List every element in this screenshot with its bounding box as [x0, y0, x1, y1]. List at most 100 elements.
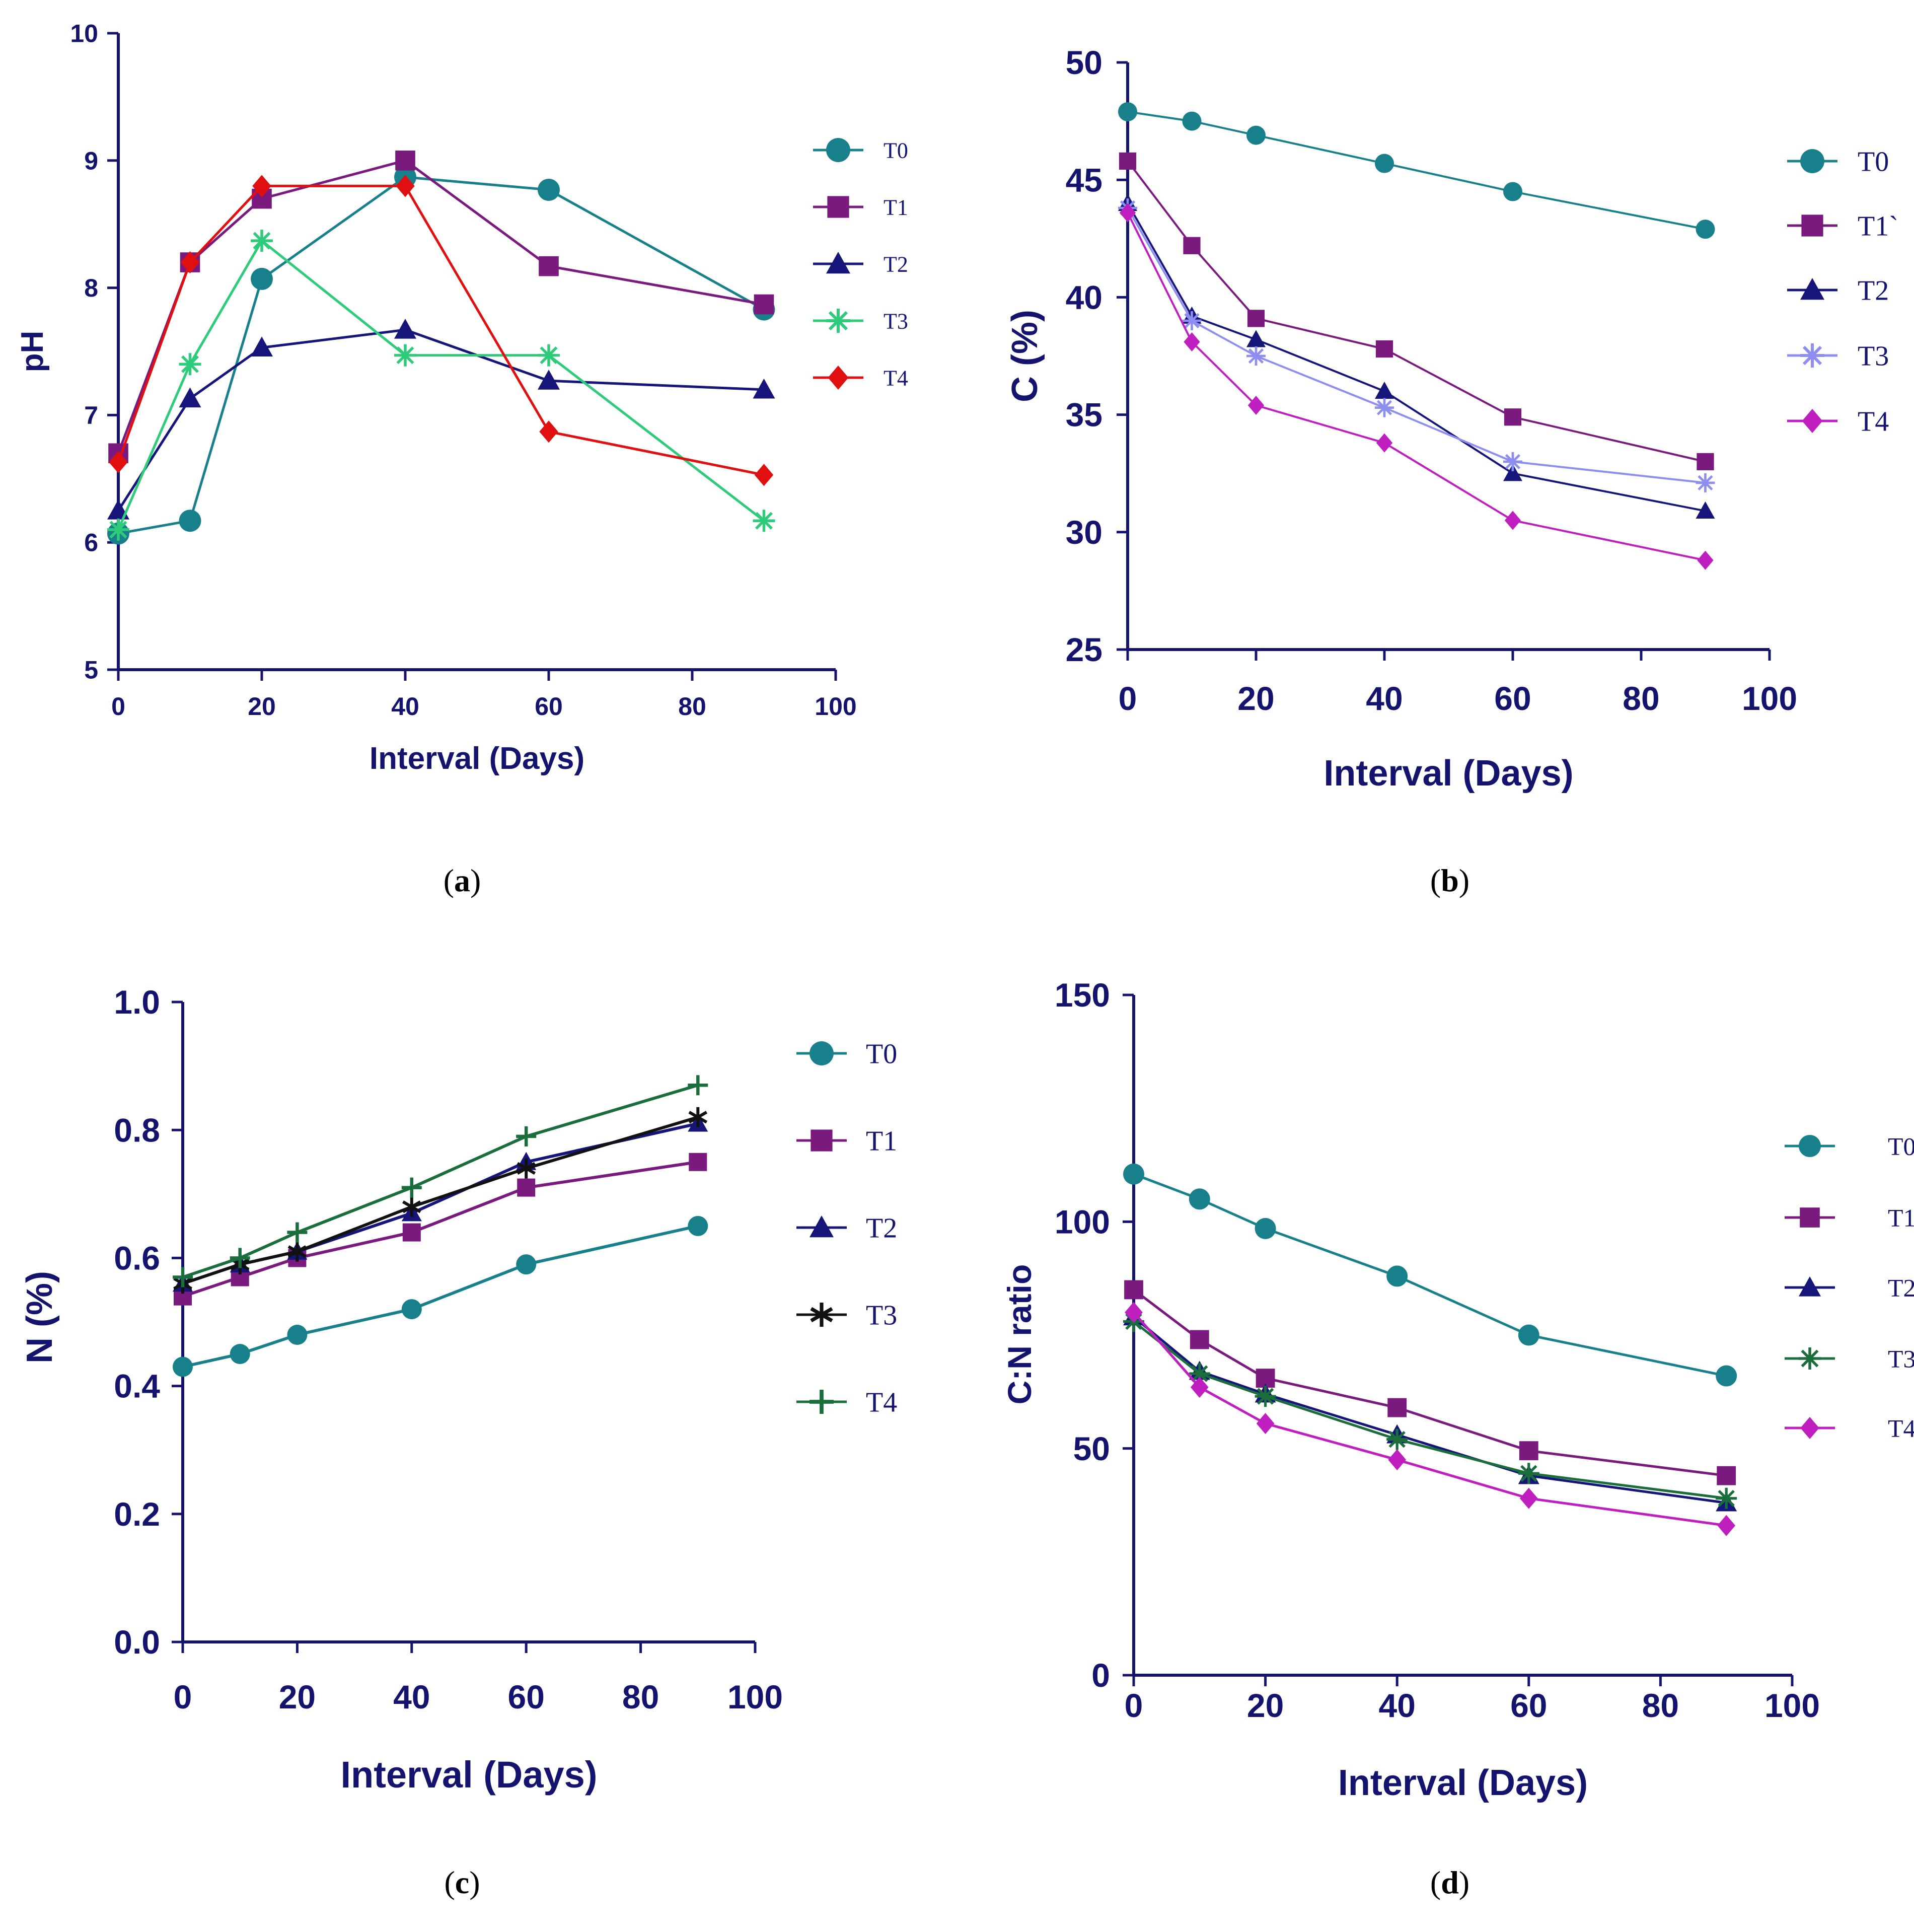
x-tick-label: 20	[248, 692, 276, 721]
series-t4	[1125, 1302, 1736, 1536]
x-tick-label: 60	[535, 692, 563, 721]
data-point-triangle	[179, 387, 201, 408]
series-t3	[1118, 198, 1715, 492]
data-point-circle	[401, 1299, 422, 1320]
chart-b: 0 20 40 60 80 100 25 30 35 40 45 50 Interval (Days) C…	[1005, 44, 1898, 794]
data-point-diamond	[1376, 433, 1393, 453]
y-tick-label: 0.6	[114, 1240, 160, 1277]
data-point-square	[754, 294, 774, 315]
data-point-circle	[688, 1215, 708, 1236]
y-axis-title: pH	[15, 331, 50, 373]
data-point-asterisk	[1182, 311, 1202, 331]
data-point-triangle	[394, 319, 416, 339]
data-point-circle	[1118, 102, 1137, 121]
data-point-asterisk	[1246, 346, 1266, 366]
legend-label: T4	[866, 1387, 897, 1418]
data-point-square	[1504, 408, 1522, 426]
series-line	[1133, 1316, 1727, 1505]
data-point-plus	[516, 1126, 537, 1147]
series-t1	[1119, 152, 1714, 470]
legend-label: T4	[1888, 1414, 1914, 1443]
series-t2	[173, 1113, 708, 1292]
data-point-square	[517, 1178, 536, 1197]
data-point-diamond	[1247, 395, 1265, 415]
legend: T0 T1 T2 T3 T4	[1785, 1132, 1914, 1443]
series-t3	[1123, 1311, 1737, 1509]
legend-marker-circle	[1800, 149, 1824, 173]
x-tick-label: 100	[815, 692, 856, 721]
legend-marker-diamond	[1802, 409, 1823, 433]
data-point-square	[1190, 1330, 1209, 1349]
data-point-square	[1119, 152, 1137, 170]
y-axis-title: N (%)	[20, 1271, 60, 1364]
data-point-asterisk	[1716, 1487, 1737, 1509]
series-line	[1127, 212, 1706, 561]
x-tick-label: 100	[1764, 1687, 1820, 1724]
data-point-plus	[688, 1075, 708, 1096]
y-tick-label: 50	[1073, 1430, 1110, 1467]
series-line	[1133, 1311, 1727, 1527]
data-point-triangle	[538, 370, 560, 390]
data-point-circle	[1386, 1265, 1408, 1287]
legend-marker-square	[1801, 214, 1823, 237]
y-tick-label: 45	[1066, 161, 1102, 198]
series-line	[182, 1160, 698, 1298]
data-point-diamond	[1519, 1487, 1538, 1509]
data-point-plus	[287, 1222, 308, 1243]
legend-marker-circle	[1799, 1135, 1821, 1157]
y-tick-label: 0.0	[114, 1623, 160, 1661]
data-point-diamond	[1388, 1449, 1407, 1471]
y-tick-label: 1.0	[114, 983, 160, 1021]
x-tick-label: 100	[1742, 680, 1797, 717]
y-tick-label: 7	[84, 401, 98, 430]
legend-marker-circle	[826, 138, 850, 162]
x-tick-label: 0	[1125, 1687, 1143, 1724]
data-point-circle	[287, 1324, 308, 1345]
legend-marker-plus	[809, 1390, 834, 1414]
x-tick-label: 60	[507, 1678, 544, 1715]
legend-marker-asterisk	[1799, 1347, 1821, 1370]
legend-marker-asterisk	[1800, 343, 1824, 368]
data-point-diamond	[396, 175, 415, 197]
x-tick-label: 60	[1494, 680, 1531, 717]
y-tick-label: 9	[84, 147, 98, 175]
x-tick-label: 40	[391, 692, 419, 721]
data-point-square	[689, 1153, 707, 1171]
caption-a: (a)	[444, 863, 481, 898]
x-tick-label: 80	[678, 692, 706, 721]
data-point-diamond	[1190, 1377, 1209, 1398]
series-line	[1127, 207, 1706, 484]
data-point-square	[1247, 310, 1265, 327]
legend-label: T2	[1888, 1274, 1914, 1302]
data-point-asterisk	[1518, 1463, 1539, 1484]
data-point-asterisk	[179, 353, 201, 376]
legend-marker-triangle	[1800, 278, 1824, 300]
y-tick-label: 0.4	[114, 1368, 160, 1405]
y-tick-label: 150	[1055, 976, 1110, 1014]
data-point-circle	[251, 267, 273, 290]
y-tick-label: 10	[70, 20, 98, 48]
series-t0	[1123, 1163, 1737, 1387]
x-tick-label: 80	[1642, 1687, 1679, 1724]
data-point-plus	[173, 1267, 193, 1287]
data-point-circle	[230, 1344, 250, 1365]
data-point-asterisk	[251, 230, 273, 252]
data-point-diamond	[754, 464, 774, 486]
chart-a: 0 20 40 60 80 100 5 6 7 8 9 10 Interval (Days) pH T0 T1…	[15, 20, 908, 776]
data-point-circle	[1696, 220, 1715, 239]
y-axis-title: C (%)	[1005, 310, 1045, 402]
data-point-circle	[1246, 125, 1266, 145]
data-point-square	[1375, 340, 1393, 358]
legend-marker-star	[810, 1303, 833, 1327]
legend: T0 T1 T2 T3 T4	[813, 138, 908, 390]
series-line	[117, 184, 764, 476]
data-point-square	[402, 1223, 421, 1242]
data-point-circle	[1182, 111, 1202, 131]
data-point-circle	[1189, 1188, 1210, 1210]
data-point-asterisk	[394, 344, 416, 367]
series-t3	[107, 230, 775, 541]
x-tick-label: 0	[1119, 680, 1137, 717]
data-point-star	[402, 1196, 421, 1217]
caption-c: (c)	[444, 1865, 480, 1900]
y-tick-label: 8	[84, 274, 98, 302]
